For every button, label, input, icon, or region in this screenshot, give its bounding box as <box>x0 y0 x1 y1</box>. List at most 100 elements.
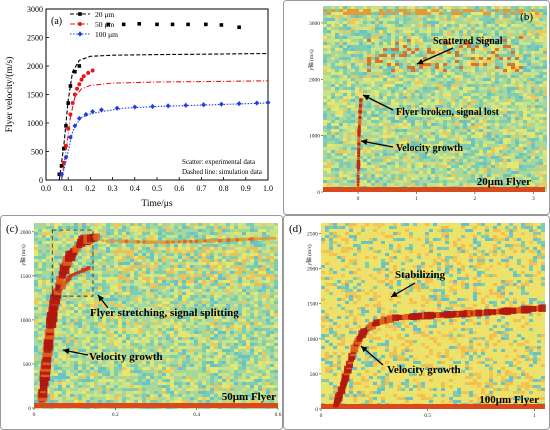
heatmap-cell <box>343 96 347 99</box>
heatmap-cell <box>142 247 146 250</box>
heatmap-cell <box>511 9 515 12</box>
heatmap-cell <box>543 111 547 114</box>
heatmap-cell <box>150 253 154 256</box>
heatmap-cell <box>230 226 234 229</box>
heatmap-cell <box>154 235 158 238</box>
heatmap-cell <box>347 12 351 15</box>
heatmap-cell <box>519 135 523 138</box>
heatmap-cell <box>323 156 327 159</box>
heatmap-cell <box>439 141 443 144</box>
heatmap-cell <box>351 60 355 63</box>
heatmap-cell <box>331 57 335 60</box>
heatmap-cell <box>98 253 102 256</box>
heatmap-cell <box>499 138 503 141</box>
heatmap-cell <box>122 277 126 280</box>
heatmap-cell <box>363 90 367 93</box>
heatmap-cell <box>531 18 535 21</box>
heatmap-cell <box>351 12 355 15</box>
heatmap-cell <box>475 147 479 150</box>
heatmap-cell <box>455 63 459 66</box>
heatmap-cell <box>371 123 375 126</box>
heatmap-cell <box>439 135 443 138</box>
heatmap-cell <box>515 174 519 177</box>
heatmap-cell <box>343 168 347 171</box>
heatmap-cell <box>451 9 455 12</box>
heatmap-cell <box>323 27 327 30</box>
heatmap-cell <box>54 268 58 271</box>
heatmap-cell <box>387 57 391 60</box>
heatmap-cell <box>387 126 391 129</box>
heatmap-cell <box>62 253 66 256</box>
heatmap-cell <box>519 126 523 129</box>
heatmap-cell <box>539 135 543 138</box>
heatmap-cell <box>347 93 351 96</box>
heatmap-cell <box>407 180 411 183</box>
heatmap-cell <box>122 253 126 256</box>
heatmap-cell <box>495 12 499 15</box>
heatmap-cell <box>507 162 511 165</box>
heatmap-cell <box>487 36 491 39</box>
heatmap-cell <box>154 247 158 250</box>
heatmap-cell <box>463 78 467 81</box>
heatmap-cell <box>511 126 515 129</box>
heatmap-cell <box>531 45 535 48</box>
heatmap-cell <box>359 36 363 39</box>
heatmap-cell <box>479 165 483 168</box>
heatmap-cell <box>415 96 419 99</box>
heatmap-cell <box>411 144 415 147</box>
heatmap-cell <box>435 132 439 135</box>
heatmap-cell <box>367 171 371 174</box>
heatmap-cell <box>347 6 351 9</box>
heatmap-cell <box>463 168 467 171</box>
heatmap-cell <box>531 6 535 9</box>
heatmap-cell <box>146 265 150 268</box>
heatmap-cell <box>467 36 471 39</box>
heatmap-cell <box>355 42 359 45</box>
heatmap-cell <box>238 232 242 235</box>
heatmap-cell <box>427 36 431 39</box>
heatmap-cell <box>419 69 423 72</box>
heatmap-cell <box>411 51 415 54</box>
heatmap-cell <box>347 132 351 135</box>
heatmap-cell <box>507 84 511 87</box>
heatmap-cell <box>491 150 495 153</box>
heatmap-cell <box>218 232 222 235</box>
heatmap-cell <box>399 36 403 39</box>
heatmap-cell <box>383 111 387 114</box>
heatmap-cell <box>519 162 523 165</box>
heatmap-cell <box>459 93 463 96</box>
heatmap-cell <box>387 87 391 90</box>
heatmap-cell <box>74 256 78 259</box>
heatmap-cell <box>519 12 523 15</box>
heatmap-cell <box>427 117 431 120</box>
heatmap-cell <box>327 15 331 18</box>
heatmap-cell <box>42 265 46 268</box>
heatmap-cell <box>447 12 451 15</box>
heatmap-cell <box>427 96 431 99</box>
heatmap-cell <box>327 33 331 36</box>
heatmap-cell <box>511 123 515 126</box>
heatmap-cell <box>118 265 122 268</box>
heatmap-cell <box>170 256 174 259</box>
heatmap-cell <box>427 27 431 30</box>
heatmap-cell <box>527 15 531 18</box>
heatmap-cell <box>419 27 423 30</box>
heatmap-cell <box>447 96 451 99</box>
heatmap-cell <box>415 123 419 126</box>
heatmap-cell <box>491 162 495 165</box>
heatmap-cell <box>475 60 479 63</box>
heatmap-cell <box>403 75 407 78</box>
heatmap-cell <box>226 286 230 289</box>
heatmap-cell <box>527 45 531 48</box>
heatmap-cell <box>539 39 543 42</box>
heatmap-cell <box>258 280 262 283</box>
heatmap-cell <box>463 108 467 111</box>
heatmap-cell <box>479 45 483 48</box>
heatmap-cell <box>327 36 331 39</box>
heatmap-cell <box>463 75 467 78</box>
data-point <box>73 69 77 74</box>
heatmap-cell <box>327 51 331 54</box>
heatmap-cell <box>359 84 363 87</box>
heatmap-cell <box>523 117 527 120</box>
heatmap-cell <box>403 153 407 156</box>
